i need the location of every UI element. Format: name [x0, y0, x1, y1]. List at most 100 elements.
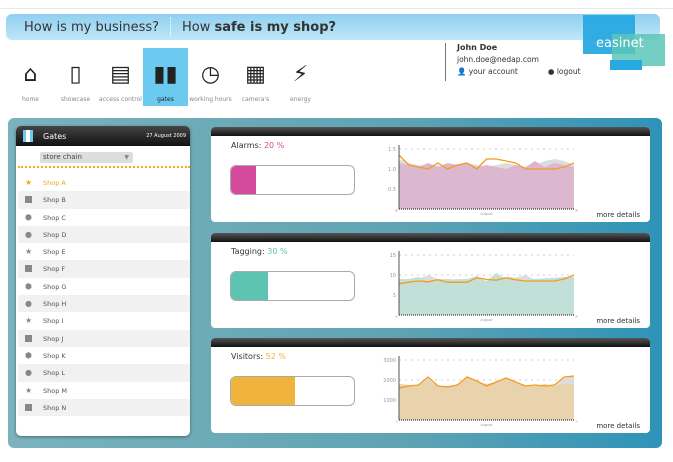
- shop-row[interactable]: ⬢ Shop G: [18, 278, 190, 295]
- more-details-link[interactable]: more details: [596, 422, 640, 430]
- next-arrow-icon[interactable]: »: [575, 419, 578, 425]
- user-name: John Doe: [457, 43, 498, 52]
- shop-row[interactable]: ★ Shop A: [18, 174, 190, 191]
- gates-icon: ▮▮: [153, 62, 178, 87]
- more-details-link[interactable]: more details: [596, 211, 640, 219]
- panel-date: 27 August 2009: [146, 133, 186, 139]
- store-chain-select[interactable]: store chain ▼: [40, 152, 133, 163]
- your-account-link[interactable]: 👤 your account: [457, 67, 518, 76]
- x-axis-label: August: [480, 212, 493, 216]
- door-icon: ▯: [69, 62, 82, 87]
- stat-card-visitors: Visitors: 52 % more details 3000 2000 1000 A…: [211, 338, 650, 433]
- how-business-link[interactable]: How is my business?: [24, 20, 160, 35]
- id-card-icon: ▤: [110, 62, 131, 87]
- nav-working-hours[interactable]: ◷ working hours: [188, 48, 233, 106]
- series-area-primary: [399, 376, 574, 420]
- select-value: store chain: [43, 153, 82, 161]
- shop-list: ★ Shop A Shop B ⬢ Shop C ● Shop D ★ Shop E Shop F…: [18, 174, 190, 417]
- nav-energy[interactable]: ⚡ energy: [278, 48, 323, 106]
- square-icon: [25, 403, 32, 411]
- shop-name: Shop N: [43, 403, 67, 412]
- shop-name: Shop B: [43, 196, 66, 205]
- shop-row[interactable]: ● Shop H: [18, 295, 190, 313]
- prev-arrow-icon[interactable]: «: [395, 419, 398, 425]
- shop-row[interactable]: ● Shop L: [18, 364, 190, 382]
- hexagon-icon: ⬢: [25, 281, 32, 291]
- y-tick-label: 5: [393, 293, 396, 299]
- shop-row[interactable]: ⬢ Shop C: [18, 209, 190, 226]
- shop-name: Shop A: [43, 179, 66, 187]
- nav-access-control[interactable]: ▤ access control: [98, 48, 143, 106]
- shop-row[interactable]: Shop J: [18, 329, 190, 347]
- metric-label: Visitors:: [231, 352, 264, 361]
- main-nav: ⌂ home ▯ showcase ▤ access control ▮▮ gates ◷ wor…: [8, 48, 323, 106]
- chevron-down-icon: ▼: [124, 154, 129, 161]
- gauge-fill: [231, 166, 256, 194]
- star-icon: ★: [25, 316, 33, 326]
- square-icon: [25, 334, 32, 342]
- circle-icon: ●: [25, 299, 32, 309]
- nav-home[interactable]: ⌂ home: [8, 48, 53, 106]
- metric-label: Tagging:: [231, 247, 265, 256]
- prev-arrow-icon[interactable]: «: [395, 314, 398, 320]
- shop-row[interactable]: Shop F: [18, 260, 190, 278]
- user-icon: 👤: [457, 67, 467, 76]
- nav-label: camera's: [241, 96, 270, 103]
- nav-gates[interactable]: ▮▮ gates: [143, 48, 188, 106]
- metric-value: 20 %: [263, 141, 285, 150]
- logout-label: logout: [556, 67, 581, 76]
- q2-prefix: How: [182, 20, 215, 35]
- next-arrow-icon[interactable]: »: [575, 208, 578, 214]
- shop-name: Shop G: [43, 282, 67, 291]
- logout-link[interactable]: ● logout: [548, 67, 581, 76]
- shop-row[interactable]: ★ Shop E: [18, 243, 190, 260]
- plug-icon: ⚡: [292, 62, 309, 87]
- how-safe-link[interactable]: How safe is my shop?: [182, 20, 336, 35]
- divider: [18, 166, 190, 168]
- series-area-primary: [399, 161, 574, 209]
- card-header: [211, 127, 650, 136]
- y-tick-label: 1000: [383, 398, 396, 404]
- trend-chart: 15 10 5 August « »: [390, 251, 578, 322]
- prev-arrow-icon[interactable]: «: [395, 208, 398, 214]
- card-header: [211, 233, 650, 242]
- star-icon: ★: [25, 385, 33, 395]
- logo: easinet: [596, 36, 644, 51]
- shop-row[interactable]: Shop N: [18, 398, 190, 417]
- banner-separator: [170, 17, 171, 37]
- top-divider: [0, 8, 673, 9]
- shop-name: Shop D: [43, 230, 67, 239]
- panel-header: Gates 27 August 2009: [16, 126, 190, 146]
- logout-icon: ●: [547, 67, 555, 76]
- shop-row[interactable]: ★ Shop I: [18, 312, 190, 329]
- square-icon: [25, 196, 32, 204]
- y-tick-label: 15: [390, 253, 396, 259]
- shop-row[interactable]: ⬢ Shop K: [18, 347, 190, 364]
- y-tick-label: 3000: [383, 358, 396, 364]
- y-tick-label: 1.0: [388, 167, 396, 173]
- more-details-link[interactable]: more details: [596, 317, 640, 325]
- shop-name: Shop K: [43, 351, 66, 360]
- stat-card-alarms: Alarms: 20 % more details 1.5 1.0 0.5 August…: [211, 127, 650, 222]
- progress-gauge: [230, 271, 355, 301]
- nav-showcase[interactable]: ▯ showcase: [53, 48, 98, 106]
- circle-icon: ●: [25, 229, 32, 239]
- nav-label: gates: [157, 96, 174, 103]
- progress-gauge: [230, 376, 355, 406]
- hexagon-icon: ⬢: [25, 350, 32, 360]
- shop-row[interactable]: ● Shop D: [18, 225, 190, 244]
- home-icon: ⌂: [23, 62, 38, 87]
- gauge-fill: [231, 377, 295, 405]
- shop-row[interactable]: ★ Shop M: [18, 382, 190, 399]
- shop-row[interactable]: Shop B: [18, 191, 190, 209]
- y-tick-label: 10: [390, 273, 396, 279]
- card-title: Alarms: 20 %: [231, 141, 284, 150]
- shop-name: Shop J: [43, 334, 64, 343]
- shop-name: Shop C: [43, 213, 66, 222]
- series-area-primary: [399, 273, 574, 315]
- card-header: [211, 338, 650, 347]
- q2-bold: safe is my shop?: [214, 20, 337, 35]
- next-arrow-icon[interactable]: »: [575, 314, 578, 320]
- nav-camera-s[interactable]: ▦ camera's: [233, 48, 278, 106]
- square-icon: [25, 265, 32, 273]
